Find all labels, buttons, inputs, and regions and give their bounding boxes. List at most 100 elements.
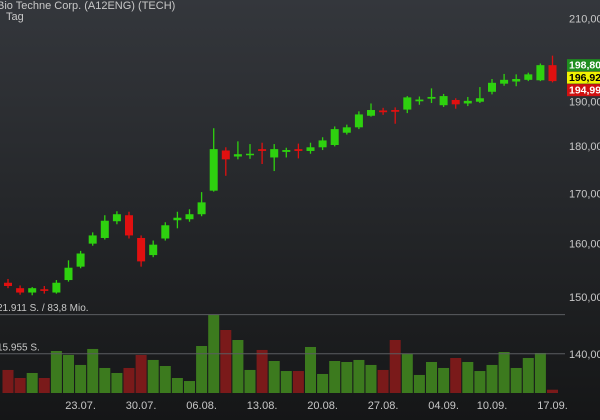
y-tick-label: 170,00 xyxy=(569,188,600,200)
x-tick-label: 10.09. xyxy=(477,400,508,412)
x-tick-label: 27.08. xyxy=(368,400,399,412)
candle-body xyxy=(415,99,424,102)
candle-body xyxy=(318,140,327,148)
volume-bar xyxy=(256,349,268,393)
volume-bar xyxy=(196,345,208,393)
volume-bar xyxy=(63,354,74,393)
price-tag xyxy=(567,59,600,72)
volume-bar xyxy=(75,364,87,393)
volume-bar xyxy=(171,377,183,393)
volume-bar xyxy=(232,340,244,393)
y-tick-label: 190,00 xyxy=(569,96,600,108)
candle-body xyxy=(536,65,545,81)
volume-bar xyxy=(510,367,522,393)
volume-bar xyxy=(522,357,534,393)
volume-bar xyxy=(123,367,135,393)
volume-bar xyxy=(317,373,329,393)
candle-body xyxy=(197,202,206,215)
volume-bar xyxy=(111,372,123,393)
candle-body xyxy=(379,110,388,113)
candle-body xyxy=(391,110,400,112)
candle-body xyxy=(149,244,158,256)
y-tick-label: 160,00 xyxy=(569,239,600,251)
x-tick-label: 30.07. xyxy=(126,400,157,412)
volume-bar xyxy=(147,359,159,393)
price-tag xyxy=(567,71,600,84)
volume-bar xyxy=(498,351,510,393)
x-tick-label: 06.08. xyxy=(186,400,217,412)
candle-body xyxy=(161,225,170,239)
candle-body xyxy=(185,214,194,220)
candle-body xyxy=(342,127,351,133)
volume-bar xyxy=(547,389,558,393)
volume-bar xyxy=(268,361,280,393)
y-tick-label: 180,00 xyxy=(569,141,600,153)
x-tick-label: 13.08. xyxy=(247,400,278,412)
candle-body xyxy=(100,220,109,238)
volume-bar xyxy=(534,352,546,393)
volume-bar xyxy=(377,369,389,393)
candle-body xyxy=(439,96,448,106)
volume-bar xyxy=(462,361,474,393)
price-tag xyxy=(567,84,600,97)
candle-body xyxy=(488,82,496,92)
x-tick-label: 20.08. xyxy=(307,400,338,412)
volume-bar xyxy=(50,350,62,393)
volume-bar xyxy=(244,369,256,393)
volume-bar xyxy=(305,346,316,393)
candle-body xyxy=(233,154,242,157)
candle-body xyxy=(403,97,412,110)
volume-bar xyxy=(426,361,437,393)
volume-bar xyxy=(341,361,353,393)
candle-body xyxy=(112,214,121,222)
candle-body xyxy=(173,217,182,221)
candle-body xyxy=(500,79,509,84)
candle-body xyxy=(270,149,279,158)
candle-body xyxy=(512,78,521,82)
volume-bar xyxy=(280,371,292,393)
candle-body xyxy=(4,282,12,286)
volume-bar xyxy=(14,377,26,393)
candle-body xyxy=(548,65,557,82)
volume-bar xyxy=(450,357,462,393)
candle-body xyxy=(221,150,230,160)
volume-bar xyxy=(220,329,232,393)
candle-body xyxy=(524,74,533,80)
volume-bar xyxy=(292,371,304,393)
candle-body xyxy=(306,147,315,151)
volume-bar xyxy=(486,364,498,393)
candle-body xyxy=(294,149,303,151)
candle-body xyxy=(475,98,484,102)
interval-label: Tag xyxy=(6,11,24,23)
volume-bar xyxy=(365,364,377,393)
volume-bar xyxy=(159,366,171,393)
volume-bar xyxy=(389,340,401,393)
candle-body xyxy=(88,235,97,244)
chart-title: Bio Techne Corp. (A12ENG) (TECH) xyxy=(0,0,175,12)
volume-bar xyxy=(413,374,425,393)
candle-body xyxy=(52,282,61,293)
volume-bar xyxy=(99,367,111,393)
candle-body xyxy=(427,96,436,99)
volume-bar xyxy=(87,348,99,393)
candle-body xyxy=(354,114,363,128)
candle-body xyxy=(463,100,472,104)
candle-body xyxy=(246,153,254,156)
volume-bar xyxy=(26,372,38,393)
x-tick-label: 23.07. xyxy=(65,400,96,412)
candle-body xyxy=(16,288,25,293)
volume-bar xyxy=(135,354,147,393)
volume-reference-label: 21.911 S. / 83,8 Mio. xyxy=(0,303,89,314)
x-tick-label: 04.09. xyxy=(428,400,459,412)
candle-body xyxy=(258,149,267,151)
volume-bar xyxy=(38,377,50,393)
x-tick-label: 17.09. xyxy=(537,400,568,412)
candle-body xyxy=(330,129,339,145)
price-tag-label: 198,80 xyxy=(569,59,600,71)
candle-body xyxy=(137,237,146,262)
volume-bar xyxy=(329,361,341,393)
volume-bar xyxy=(438,367,450,393)
y-tick-label: 150,00 xyxy=(569,292,600,304)
candle-body xyxy=(76,253,85,267)
